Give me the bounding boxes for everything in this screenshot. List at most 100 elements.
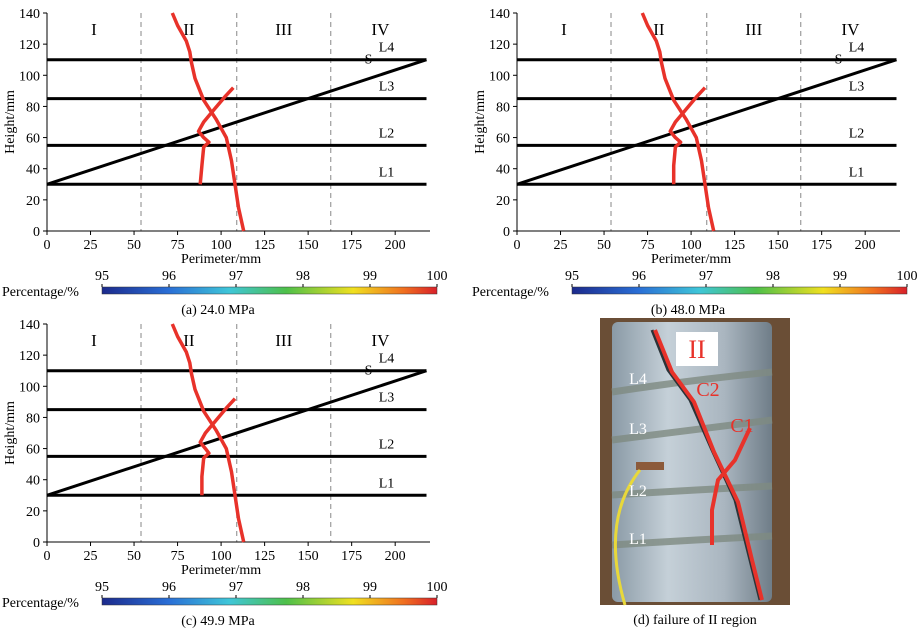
caption: (b) 48.0 MPa (651, 303, 726, 318)
line-label: L2 (379, 437, 395, 452)
crack-line (196, 86, 235, 185)
x-tick-label: 50 (127, 549, 141, 564)
y-tick-label: 0 (33, 225, 40, 240)
colorbar-tick-label: 97 (229, 269, 243, 284)
x-tick-label: 75 (641, 238, 655, 253)
region-label: IV (371, 331, 390, 350)
y-tick-label: 120 (489, 38, 510, 53)
line-label: L4 (379, 41, 395, 56)
x-tick-label: 150 (768, 238, 789, 253)
region-label: III (275, 331, 292, 350)
colorbar (101, 597, 438, 606)
y-tick-label: 80 (26, 100, 40, 115)
y-axis-label: Height/mm (3, 401, 18, 465)
colorbar-tick-label: 95 (565, 269, 579, 284)
colorbar-tick-label: 100 (427, 580, 448, 595)
x-axis-label: Perimeter/mm (181, 252, 261, 267)
region-label: IV (371, 20, 390, 39)
caption: (d) failure of II region (633, 613, 757, 628)
profile-line (516, 58, 897, 186)
colorbar (101, 286, 438, 295)
y-tick-label: 140 (19, 7, 40, 22)
y-tick-label: 40 (26, 163, 40, 178)
y-tick-label: 80 (496, 100, 510, 115)
x-axis-label: Perimeter/mm (181, 563, 261, 578)
y-tick-label: 120 (19, 38, 40, 53)
caption: (a) 24.0 MPa (181, 303, 255, 318)
y-tick-label: 100 (489, 69, 510, 84)
x-tick-label: 100 (681, 238, 702, 253)
colorbar-label: Percentage/% (2, 285, 79, 300)
colorbar-tick-label: 99 (363, 580, 377, 595)
x-tick-label: 75 (171, 238, 185, 253)
y-tick-label: 80 (26, 411, 40, 426)
x-tick-label: 50 (127, 238, 141, 253)
colorbar-tick-label: 98 (766, 269, 780, 284)
line-label: L4 (849, 41, 865, 56)
y-tick-label: 20 (26, 505, 40, 520)
x-axis-label: Perimeter/mm (651, 252, 731, 267)
x-tick-label: 200 (385, 238, 406, 253)
line-label: S (365, 53, 373, 68)
caption: (c) 49.9 MPa (181, 614, 255, 629)
y-axis-label: Height/mm (3, 90, 18, 154)
line-label: S (835, 53, 843, 68)
colorbar-tick-label: 97 (699, 269, 713, 284)
colorbar-label: Percentage/% (2, 596, 79, 611)
y-tick-label: 60 (26, 132, 40, 147)
crack-c1 (710, 427, 752, 545)
x-tick-label: 200 (385, 549, 406, 564)
crack-line (668, 86, 707, 185)
photo-label: C1 (730, 415, 753, 437)
line-label: L3 (849, 80, 865, 95)
photo-label: L3 (629, 421, 647, 438)
x-tick-label: 100 (211, 238, 232, 253)
y-tick-label: 20 (26, 194, 40, 209)
colorbar-tick-label: 96 (632, 269, 646, 284)
colorbar (571, 286, 908, 295)
colorbar-tick-label: 96 (162, 580, 176, 595)
x-tick-label: 75 (171, 549, 185, 564)
strain-gauge-bands (611, 368, 773, 549)
photo-label: L2 (629, 483, 647, 500)
photo-panel: II C2 C1 L4 L3 L2 L1 (d) failure of II r… (600, 318, 790, 628)
colorbar-tick-label: 99 (833, 269, 847, 284)
label-box (676, 332, 718, 366)
x-tick-label: 0 (44, 238, 51, 253)
y-tick-label: 100 (19, 380, 40, 395)
line-label: L4 (379, 352, 395, 367)
line-label: L1 (379, 165, 395, 180)
region-label: I (91, 331, 97, 350)
y-tick-label: 40 (26, 474, 40, 489)
crack-line (170, 323, 246, 543)
y-tick-label: 120 (19, 349, 40, 364)
crack-c2 (653, 329, 764, 601)
x-tick-label: 175 (811, 238, 832, 253)
y-tick-label: 0 (33, 536, 40, 551)
x-tick-label: 25 (84, 238, 98, 253)
wire (613, 469, 642, 606)
crack-line (640, 12, 716, 232)
colorbar-tick-label: 100 (897, 269, 918, 284)
profile-line (46, 58, 427, 186)
photo-label: C2 (696, 379, 719, 401)
colorbar-tick-label: 96 (162, 269, 176, 284)
region-label: II (653, 20, 665, 39)
y-tick-label: 60 (496, 132, 510, 147)
colorbar-label: Percentage/% (472, 285, 549, 300)
y-tick-label: 140 (489, 7, 510, 22)
region-label: I (91, 20, 97, 39)
line-label: L3 (379, 80, 395, 95)
x-tick-label: 0 (514, 238, 521, 253)
x-tick-label: 150 (298, 238, 319, 253)
y-tick-label: 40 (496, 163, 510, 178)
region-label: IV (841, 20, 860, 39)
colorbar-tick-label: 100 (427, 269, 448, 284)
colorbar-tick-label: 98 (296, 580, 310, 595)
x-tick-label: 25 (84, 549, 98, 564)
x-tick-label: 125 (254, 549, 275, 564)
photo-label: L1 (629, 531, 647, 548)
